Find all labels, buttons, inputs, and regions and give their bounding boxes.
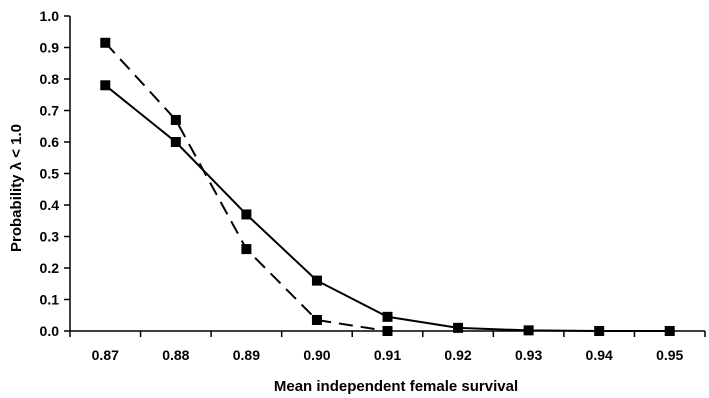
y-tick-label: 0.3 <box>40 229 60 245</box>
x-tick-label: 0.91 <box>374 347 401 363</box>
x-tick-label: 0.87 <box>92 347 119 363</box>
y-tick-label: 1.0 <box>40 8 60 24</box>
x-tick-label: 0.89 <box>233 347 260 363</box>
data-point-marker <box>382 326 393 336</box>
series-area <box>100 37 675 336</box>
data-point-marker <box>170 137 181 147</box>
series-1 <box>100 80 675 336</box>
y-axis: 0.0 0.1 0.2 0.3 0.4 0.5 0.6 0.7 0.8 0.9 1.0 <box>40 8 71 339</box>
y-tick-label: 0.6 <box>40 134 60 150</box>
data-point-marker <box>382 311 393 322</box>
x-tick-label: 0.95 <box>656 347 683 363</box>
data-point-marker <box>100 37 111 48</box>
y-axis-title: Probability λ < 1.0 <box>8 124 25 252</box>
y-tick-label: 0.0 <box>40 323 60 339</box>
y-tick-label: 0.8 <box>40 71 60 87</box>
x-axis-title: Mean independent female survival <box>274 378 518 395</box>
series-line <box>104 42 388 332</box>
x-tick-label: 0.92 <box>444 347 471 363</box>
data-point-marker <box>453 322 464 333</box>
x-tick-label: 0.94 <box>586 347 613 363</box>
data-point-marker <box>664 326 675 336</box>
data-point-marker <box>311 275 322 286</box>
x-tick-label: 0.93 <box>515 347 542 363</box>
data-point-marker <box>523 325 534 336</box>
data-point-marker <box>311 314 322 325</box>
y-tick-label: 0.1 <box>40 292 60 308</box>
y-tick-label: 0.7 <box>40 103 60 119</box>
data-point-marker <box>241 244 252 255</box>
y-tick-label: 0.4 <box>40 197 60 213</box>
y-tick-label: 0.2 <box>40 260 60 276</box>
x-tick-label: 0.90 <box>303 347 330 363</box>
y-tick-label: 0.9 <box>40 40 60 56</box>
x-tick-label: 0.88 <box>162 347 189 363</box>
data-point-marker <box>170 114 181 125</box>
data-point-marker <box>241 209 252 220</box>
series-2 <box>100 37 393 336</box>
data-point-marker <box>594 326 605 336</box>
data-point-marker <box>100 80 111 91</box>
series-line <box>104 84 670 332</box>
y-tick-label: 0.5 <box>40 166 60 182</box>
